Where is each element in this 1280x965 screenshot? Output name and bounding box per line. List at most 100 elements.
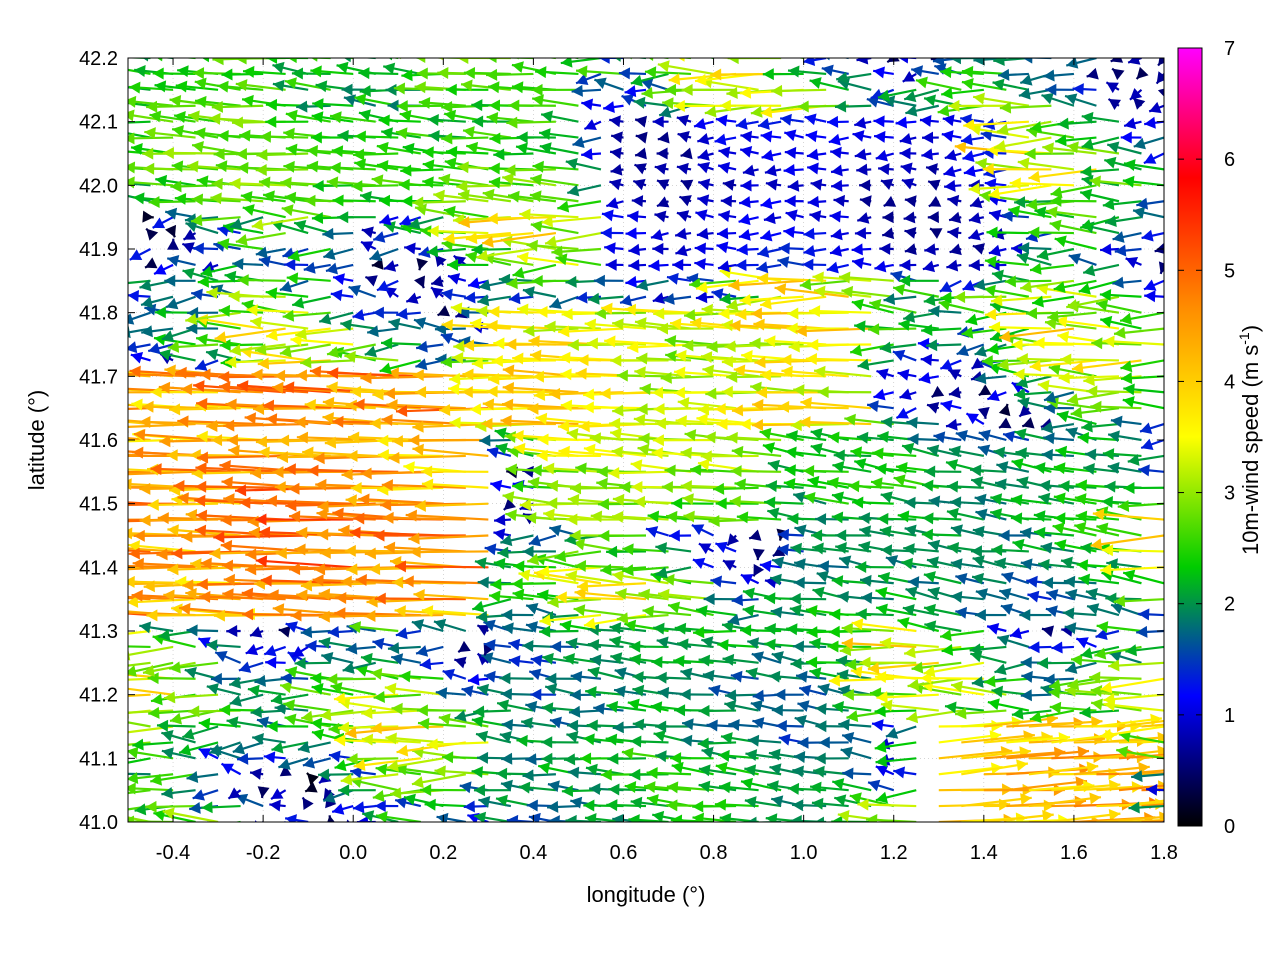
y-tick-label: 42.0 <box>79 175 118 197</box>
wind-vector-shaft <box>83 105 128 106</box>
wind-vector-head <box>672 45 684 57</box>
wind-vector-head <box>111 96 123 108</box>
wind-vector-shaft <box>755 50 803 58</box>
wind-vector-head <box>1203 716 1214 728</box>
wind-vector-head <box>96 774 108 786</box>
wind-vector-shaft <box>345 551 421 552</box>
wind-vector-shaft <box>55 647 128 648</box>
x-tick-label: 1.6 <box>1060 842 1088 864</box>
x-tick-label: 1.8 <box>1150 842 1178 864</box>
colorbar-tick-label: 7 <box>1224 38 1235 60</box>
wind-vector-head <box>53 674 64 686</box>
wind-vector-head <box>66 466 77 478</box>
wind-vector-head <box>59 493 70 505</box>
wind-vector-shaft <box>79 138 128 139</box>
wind-vector-head <box>79 412 91 424</box>
wind-vector-head <box>1047 47 1059 58</box>
y-tick-label: 42.2 <box>79 48 118 70</box>
wind-vector-head <box>398 824 410 836</box>
wind-vector-head <box>266 822 279 833</box>
wind-vector-head <box>1207 767 1218 779</box>
wind-vector-head <box>55 641 66 653</box>
wind-vector-shaft <box>108 217 128 221</box>
wind-vector-head <box>108 213 120 225</box>
wind-vector-shaft <box>56 551 128 553</box>
wind-vector-shaft <box>382 53 421 58</box>
wind-vector-head <box>118 707 129 719</box>
wind-vector-head <box>88 79 100 91</box>
wind-vector-head <box>121 527 132 539</box>
colorbar-tick-label: 6 <box>1224 149 1235 171</box>
wind-vector-shaft <box>410 551 489 552</box>
wind-vector-head <box>42 559 53 571</box>
wind-vector-shaft <box>49 599 128 601</box>
wind-vector-head <box>83 99 94 111</box>
wind-vector-shaft <box>643 54 692 58</box>
wind-vector-head <box>53 663 65 675</box>
wind-vector-shaft <box>117 774 151 775</box>
wind-vector-head <box>61 697 73 709</box>
wind-vector-head <box>755 46 767 58</box>
y-tick-label: 41.6 <box>79 430 118 452</box>
x-tick-label: 0.8 <box>700 842 728 864</box>
wind-vector-shaft <box>307 471 398 472</box>
wind-vector-shaft <box>621 52 668 58</box>
wind-vector-shaft <box>88 200 128 201</box>
wind-vector-shaft <box>33 529 128 535</box>
wind-vector-shaft <box>508 52 556 58</box>
x-tick-label: -0.2 <box>246 842 280 864</box>
wind-vector-shaft <box>278 440 353 441</box>
wind-vector-shaft <box>90 165 128 169</box>
wind-vector-head <box>50 429 61 441</box>
wind-vector-shaft <box>253 408 331 409</box>
wind-vector-head <box>113 277 125 289</box>
wind-vector-head <box>95 268 107 279</box>
wind-vector-head <box>97 578 108 590</box>
wind-vector-head <box>105 161 116 173</box>
wind-vector-shaft <box>432 53 488 58</box>
wind-vector-shaft <box>266 822 286 832</box>
wind-vector-shaft <box>395 566 488 567</box>
wind-vector-shaft <box>1047 49 1074 58</box>
wind-vector-shaft <box>88 83 128 90</box>
wind-vector-shaft <box>44 615 128 616</box>
wind-vector-head <box>1159 261 1170 273</box>
wind-vector-head <box>60 386 71 398</box>
colorbar <box>1178 48 1202 826</box>
wind-vector-shaft <box>672 48 714 58</box>
wind-vector-shaft <box>53 663 128 671</box>
wind-vector-head <box>98 529 109 541</box>
wind-vector-head <box>47 571 58 583</box>
wind-vector-shaft <box>820 52 849 58</box>
wind-vector-head <box>61 481 72 493</box>
wind-vector-head <box>81 148 92 160</box>
wind-vector-shaft <box>391 52 444 58</box>
wind-vector-head <box>64 405 75 417</box>
colorbar-label-main: 10m-wind speed (m s <box>1238 345 1263 555</box>
wind-vector-shaft <box>375 598 466 599</box>
wind-vector-head <box>1206 745 1218 757</box>
wind-vector-head <box>95 541 106 553</box>
y-tick-label: 41.7 <box>79 366 118 388</box>
y-tick-label: 41.2 <box>79 685 118 707</box>
wind-vector-shaft <box>152 55 196 58</box>
wind-vector-head <box>100 398 111 410</box>
wind-vector-head <box>92 350 104 362</box>
wind-vector-head <box>120 478 131 490</box>
x-tick-label: 0.2 <box>429 842 457 864</box>
wind-vector-head <box>42 372 53 384</box>
wind-vector-head <box>96 413 107 425</box>
y-tick-label: 41.1 <box>79 748 118 770</box>
x-tick-label: 1.0 <box>790 842 818 864</box>
wind-vector-head <box>82 516 93 528</box>
colorbar-label-exponent: -1 <box>1236 332 1252 345</box>
wind-vector-head <box>712 45 724 57</box>
wind-vector-head <box>115 606 126 618</box>
wind-vector-head <box>116 726 128 738</box>
y-tick-label: 41.5 <box>79 494 118 516</box>
wind-vector-shaft <box>138 54 173 58</box>
wind-vector-head <box>178 47 190 59</box>
wind-vector-shaft <box>95 802 128 806</box>
wind-vector-shaft <box>370 423 444 424</box>
wind-vector-head <box>1142 822 1154 833</box>
